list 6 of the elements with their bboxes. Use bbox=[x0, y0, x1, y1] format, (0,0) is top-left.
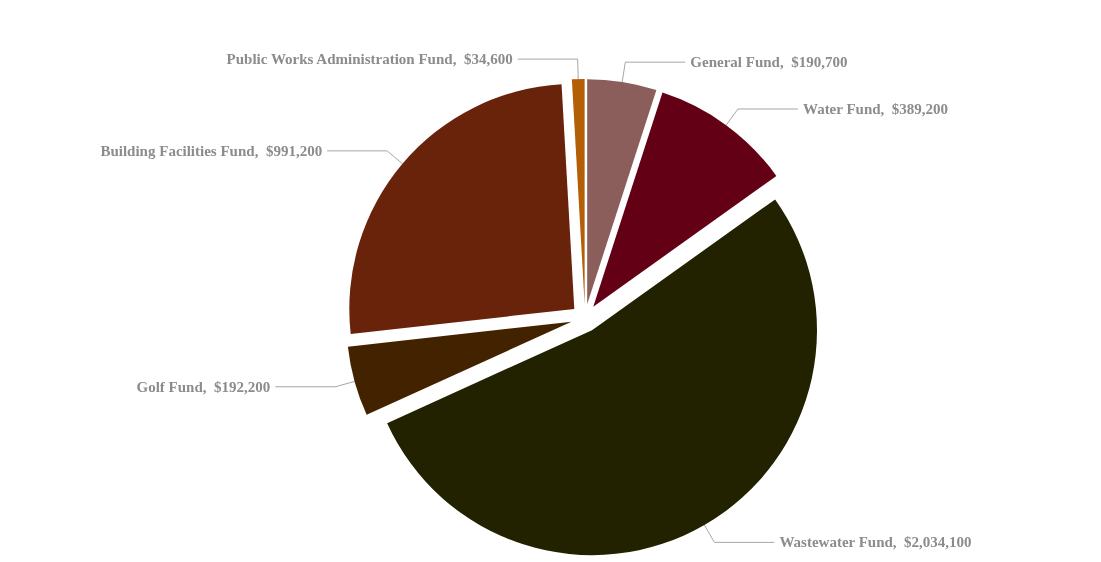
slice-label: Water Fund, $389,200 bbox=[802, 100, 949, 117]
slice-label: Golf Fund, $192,200 bbox=[136, 378, 271, 395]
slice-label: Public Works Administration Fund, $34,600 bbox=[226, 51, 513, 68]
slice-label: Wastewater Fund, $2,034,100 bbox=[779, 534, 972, 551]
slice-label: Building Facilities Fund, $991,200 bbox=[100, 142, 323, 159]
slice-label: General Fund, $190,700 bbox=[690, 54, 848, 71]
